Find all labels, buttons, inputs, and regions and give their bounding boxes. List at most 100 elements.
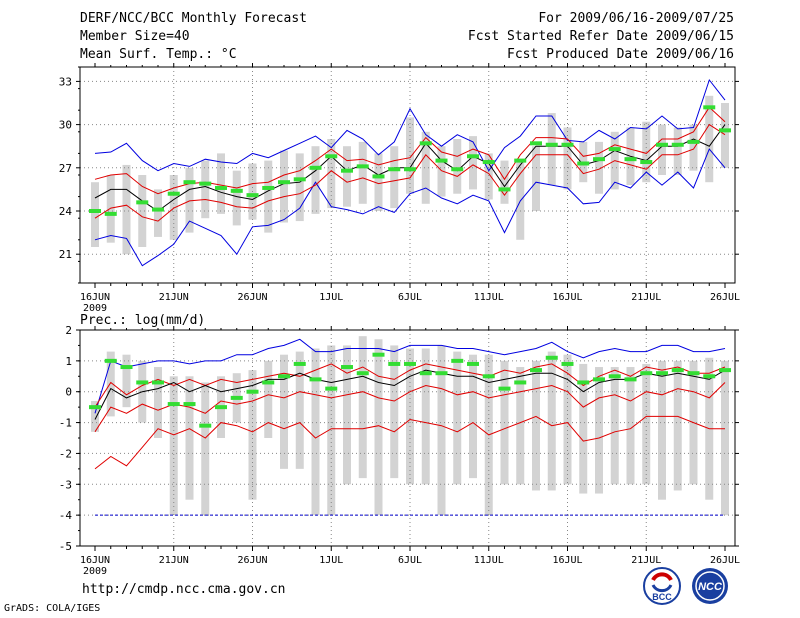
median-marker [104, 358, 117, 363]
median-marker [215, 185, 227, 190]
median-marker [388, 167, 401, 172]
x-tick-label: 6JUL [398, 555, 422, 566]
y-tick-label: 1 [65, 355, 72, 368]
grads-credit: GrADS: COLA/IGES [4, 603, 101, 614]
x-tick-label: 16JUN [80, 292, 110, 303]
x-tick-label: 26JUN [237, 555, 267, 566]
median-marker [703, 374, 716, 379]
median-marker [404, 361, 416, 366]
median-marker [341, 365, 353, 370]
x-tick-label: 11JUL [474, 555, 504, 566]
median-marker [530, 141, 542, 146]
median-marker [183, 402, 196, 407]
median-marker [514, 158, 527, 163]
ensemble-box [437, 146, 446, 197]
produced-date-label: Fcst Produced Date 2009/06/16 [507, 47, 734, 62]
median-marker [671, 368, 684, 373]
ensemble-box [437, 345, 446, 516]
median-marker [435, 371, 448, 376]
median-marker [608, 147, 621, 152]
ensemble-box [106, 351, 115, 417]
ensemble-box [516, 367, 525, 485]
ensemble-box [484, 153, 493, 200]
ensemble-box [91, 400, 99, 432]
median-marker [561, 361, 574, 366]
median-marker [467, 361, 479, 366]
ensemble-box [469, 354, 477, 479]
median-marker [577, 380, 590, 385]
x-tick-label: 1JUL [319, 555, 343, 566]
ensemble-box [201, 382, 210, 516]
ensemble-box [595, 141, 603, 194]
median-marker [451, 358, 464, 363]
ensemble-box [138, 175, 147, 247]
median-marker [230, 188, 243, 193]
x-year-label: 2009 [83, 303, 107, 314]
ensemble-box [358, 336, 367, 479]
median-marker [719, 368, 731, 373]
member-size-label: Member Size=40 [80, 29, 190, 44]
y-tick-label: 0 [65, 386, 72, 399]
median-marker [104, 211, 117, 216]
x-tick-label: 16JUL [552, 555, 582, 566]
ensemble-box [658, 360, 666, 500]
ensemble-box [374, 153, 383, 211]
x-tick-label: 16JUN [80, 555, 110, 566]
median-marker [624, 157, 637, 162]
ensemble-box [532, 360, 540, 491]
ensemble-box [374, 339, 383, 516]
ensemble-box [343, 146, 351, 207]
y-tick-label: 27 [59, 162, 72, 175]
median-marker [372, 174, 385, 179]
median-marker [246, 389, 259, 394]
median-marker [372, 352, 385, 357]
x-tick-label: 21JUN [159, 555, 189, 566]
median-marker [230, 395, 243, 400]
ensemble-box [106, 175, 115, 243]
ensemble-box [185, 376, 194, 500]
median-marker [120, 365, 133, 370]
ensemble-box [154, 367, 162, 438]
median-marker [577, 161, 590, 166]
ensemble-box [343, 345, 351, 485]
ensemble-mean-line [94, 369, 726, 420]
median-marker [467, 154, 479, 159]
ensemble-box [721, 103, 729, 168]
lower-percentile-line [94, 415, 725, 470]
ensemble-box [689, 124, 698, 171]
logos: BCC NCC [643, 567, 728, 605]
x-tick-label: 26JUL [710, 292, 740, 303]
median-marker [435, 158, 448, 163]
ensemble-box [217, 153, 225, 214]
median-marker [167, 191, 180, 196]
median-marker [719, 128, 731, 133]
median-marker [404, 167, 416, 172]
median-marker [388, 361, 401, 366]
ensemble-box [185, 167, 194, 233]
ensemble-box [390, 345, 399, 479]
ensemble-box [673, 360, 682, 491]
y-tick-label: -4 [59, 509, 73, 522]
median-marker [545, 142, 558, 147]
ensemble-box [453, 351, 462, 485]
median-marker [136, 380, 149, 385]
outer-upper-line [94, 338, 726, 414]
y-tick-label: 21 [59, 248, 72, 261]
ensemble-box [91, 182, 99, 247]
ensemble-box [169, 376, 178, 516]
median-marker [183, 180, 196, 185]
ensemble-box [421, 348, 430, 485]
ensemble-box [295, 153, 304, 222]
ensemble-box [295, 351, 304, 469]
ensemble-box [469, 136, 477, 190]
median-marker [561, 142, 574, 147]
precip-panel-title: Prec.: log(mm/d) [80, 313, 205, 328]
y-tick-label: -3 [59, 478, 72, 491]
median-marker [656, 371, 668, 376]
x-tick-label: 6JUL [398, 292, 422, 303]
median-marker [687, 371, 700, 376]
ensemble-box [563, 354, 572, 485]
ensemble-box [626, 367, 635, 485]
ensemble-box [421, 131, 430, 204]
median-marker [356, 371, 369, 376]
